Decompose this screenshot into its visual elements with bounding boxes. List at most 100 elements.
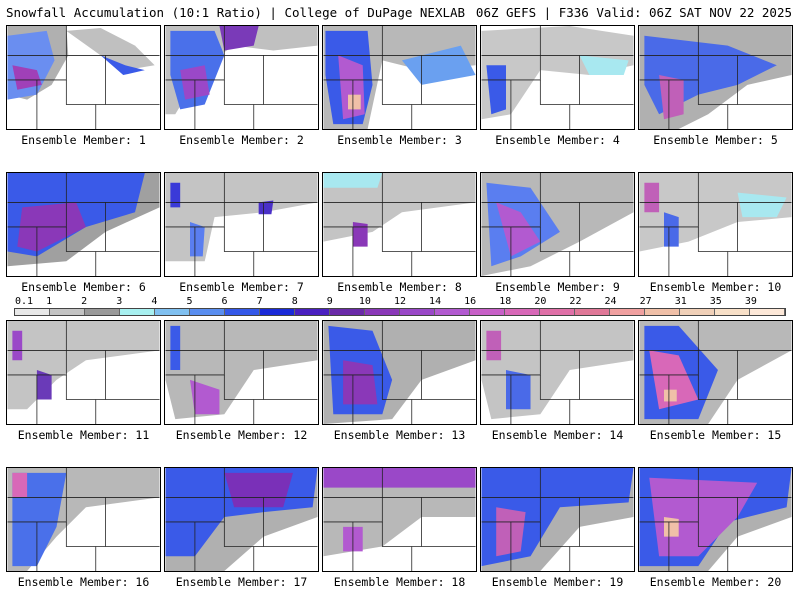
map-title: Snowfall Accumulation (10:1 Ratio) | Col… (6, 5, 466, 20)
snowfall-map (322, 320, 477, 425)
snowfall-map (480, 172, 635, 277)
ensemble-panel-14[interactable]: Ensemble Member: 14 (480, 320, 635, 442)
ensemble-panel-10[interactable]: Ensemble Member: 10 (638, 172, 793, 294)
panel-label: Ensemble Member: 7 (179, 280, 304, 294)
colorbar-tick-label: 8 (291, 296, 298, 307)
colorbar-swatch (505, 309, 540, 315)
snowfall-map (164, 320, 319, 425)
snowfall-map (6, 320, 161, 425)
colorbar-swatch (260, 309, 295, 315)
snowfall-map (322, 25, 477, 130)
snowfall-map (164, 172, 319, 277)
colorbar-swatch (365, 309, 400, 315)
colorbar-legend: 0.1 1 2 3 4 5 6 7 8 9 10 12 14 16 18 20 22 24 27 31 35 39 (14, 296, 786, 318)
panel-label: Ensemble Member: 9 (495, 280, 620, 294)
colorbar-swatch (610, 309, 645, 315)
panel-label: Ensemble Member: 16 (17, 575, 150, 589)
ensemble-panel-20[interactable]: Ensemble Member: 20 (638, 467, 793, 589)
ensemble-panel-8[interactable]: Ensemble Member: 8 (322, 172, 477, 294)
colorbar-tick-label: 9 (326, 296, 333, 307)
panel-label: Ensemble Member: 2 (179, 133, 304, 147)
panel-label: Ensemble Member: 17 (175, 575, 308, 589)
panel-label: Ensemble Member: 12 (175, 428, 308, 442)
colorbar-tick-label: 20 (534, 296, 547, 307)
panel-label: Ensemble Member: 4 (495, 133, 620, 147)
snowfall-map (164, 467, 319, 572)
ensemble-panel-5[interactable]: Ensemble Member: 5 (638, 25, 793, 147)
ensemble-panel-9[interactable]: Ensemble Member: 9 (480, 172, 635, 294)
panel-label: Ensemble Member: 14 (491, 428, 624, 442)
snowfall-map (322, 172, 477, 277)
snowfall-map (480, 320, 635, 425)
colorbar-swatch (470, 309, 505, 315)
ensemble-panel-6[interactable]: Ensemble Member: 6 (6, 172, 161, 294)
ensemble-panel-1[interactable]: Ensemble Member: 1 (6, 25, 161, 147)
colorbar-tick-label: 16 (464, 296, 477, 307)
panel-label: Ensemble Member: 8 (337, 280, 462, 294)
colorbar-swatch (715, 309, 750, 315)
colorbar-tick-label: 3 (116, 296, 123, 307)
ensemble-panel-2[interactable]: Ensemble Member: 2 (164, 25, 319, 147)
colorbar-swatches (14, 308, 786, 316)
panel-label: Ensemble Member: 15 (649, 428, 782, 442)
panel-label: Ensemble Member: 3 (337, 133, 462, 147)
colorbar-tick-label: 6 (221, 296, 228, 307)
colorbar-tick-label: 14 (429, 296, 442, 307)
ensemble-panel-17[interactable]: Ensemble Member: 17 (164, 467, 319, 589)
colorbar-swatch (120, 309, 155, 315)
colorbar-swatch (85, 309, 120, 315)
ensemble-panel-11[interactable]: Ensemble Member: 11 (6, 320, 161, 442)
snowfall-map (638, 467, 793, 572)
ensemble-panel-15[interactable]: Ensemble Member: 15 (638, 320, 793, 442)
panel-label: Ensemble Member: 6 (21, 280, 146, 294)
panel-label: Ensemble Member: 11 (17, 428, 150, 442)
colorbar-swatch (645, 309, 680, 315)
panel-label: Ensemble Member: 18 (333, 575, 466, 589)
panel-label: Ensemble Member: 19 (491, 575, 624, 589)
colorbar-swatch (330, 309, 365, 315)
colorbar-tick-label: 22 (569, 296, 582, 307)
colorbar-swatch (750, 309, 785, 315)
panel-label: Ensemble Member: 20 (649, 575, 782, 589)
colorbar-tick-label: 0.1 (14, 296, 34, 307)
colorbar-tick-label: 1 (46, 296, 53, 307)
ensemble-panel-7[interactable]: Ensemble Member: 7 (164, 172, 319, 294)
colorbar-tick-label: 4 (151, 296, 158, 307)
ensemble-panel-3[interactable]: Ensemble Member: 3 (322, 25, 477, 147)
panel-label: Ensemble Member: 10 (649, 280, 782, 294)
colorbar-tick-label: 7 (256, 296, 263, 307)
colorbar-swatch (155, 309, 190, 315)
colorbar-tick-label: 12 (393, 296, 407, 307)
ensemble-panel-18[interactable]: Ensemble Member: 18 (322, 467, 477, 589)
colorbar-tick-label: 18 (499, 296, 512, 307)
snowfall-map (164, 25, 319, 130)
panel-label: Ensemble Member: 5 (653, 133, 778, 147)
run-info: 06Z GEFS | F336 Valid: 06Z SAT NOV 22 20… (475, 5, 792, 20)
panel-label: Ensemble Member: 13 (333, 428, 466, 442)
colorbar-swatch (540, 309, 575, 315)
snowfall-map (480, 25, 635, 130)
colorbar-swatch (15, 309, 50, 315)
colorbar-tick-label: 35 (709, 296, 722, 307)
snowfall-map (638, 172, 793, 277)
colorbar-swatch (50, 309, 85, 315)
colorbar-swatch (575, 309, 610, 315)
ensemble-panel-4[interactable]: Ensemble Member: 4 (480, 25, 635, 147)
colorbar-swatch (435, 309, 470, 315)
colorbar-tick-label: 2 (81, 296, 88, 307)
colorbar-tick-label: 27 (639, 296, 652, 307)
colorbar-swatch (225, 309, 260, 315)
ensemble-panel-13[interactable]: Ensemble Member: 13 (322, 320, 477, 442)
colorbar-tick-label: 5 (186, 296, 193, 307)
snowfall-map (638, 320, 793, 425)
ensemble-panel-16[interactable]: Ensemble Member: 16 (6, 467, 161, 589)
snowfall-map (322, 467, 477, 572)
colorbar-labels: 0.1 1 2 3 4 5 6 7 8 9 10 12 14 16 18 20 22 24 27 31 35 39 (14, 296, 786, 307)
colorbar-swatch (190, 309, 225, 315)
colorbar-swatch (400, 309, 435, 315)
ensemble-panel-12[interactable]: Ensemble Member: 12 (164, 320, 319, 442)
ensemble-panel-19[interactable]: Ensemble Member: 19 (480, 467, 635, 589)
snowfall-map (480, 467, 635, 572)
panel-label: Ensemble Member: 1 (21, 133, 146, 147)
colorbar-tick-label: 31 (674, 296, 687, 307)
